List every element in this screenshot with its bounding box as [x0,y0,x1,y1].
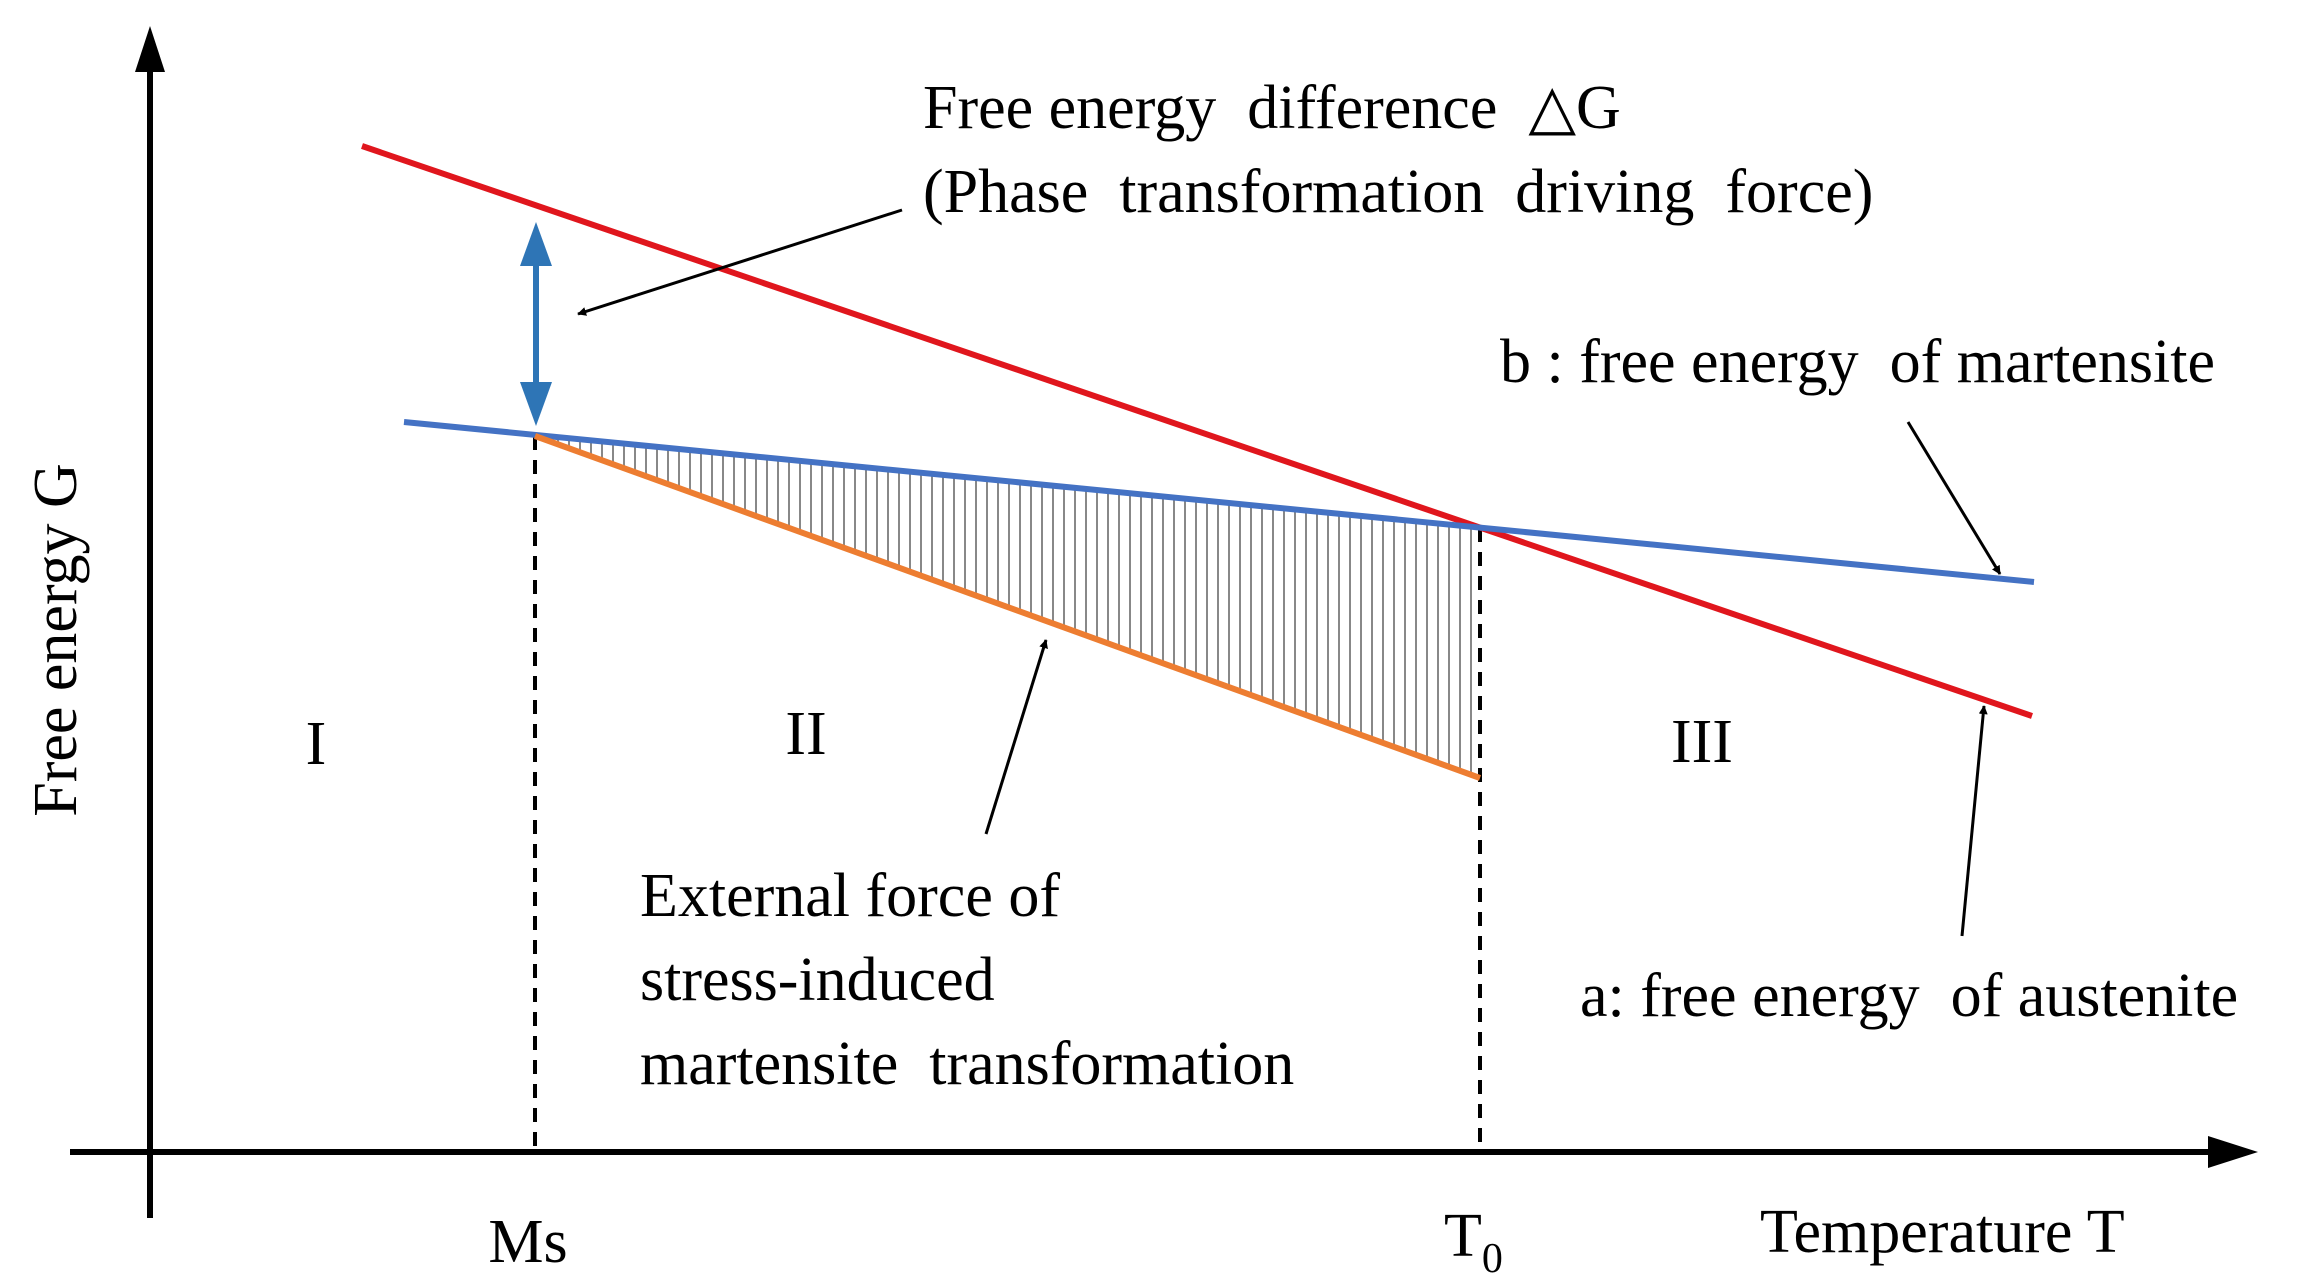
external-force-label-line3: martensite transformation [640,1030,1294,1098]
t0-label: T0 [1444,1202,1503,1280]
delta-g-label-line2: (Phase transformation driving force) [923,158,1873,226]
austenite-label: a: free energy of austenite [1580,962,2238,1030]
x-axis-label: Temperature T [1760,1198,2125,1266]
delta-g-pointer-arrow [577,208,903,316]
external-force-pointer-arrow [984,639,1048,835]
t0-label-base: T [1444,1202,1482,1270]
external-force-label-line1: External force of [640,862,1060,930]
delta-g-double-arrow [520,222,552,426]
ms-label: Ms [488,1208,567,1276]
austenite-free-energy-line [361,143,2033,719]
external-force-line [533,433,1482,781]
y-axis-label: Free energy G [22,463,90,817]
y-axis [135,26,165,1218]
region-i-label: I [306,710,327,778]
region-iii-label: III [1671,708,1733,776]
stress-induced-hatch-region [546,436,1472,775]
delta-g-label-line1: Free energy difference △G [923,74,1621,142]
x-axis [70,1136,2258,1168]
t0-label-subscript: 0 [1482,1236,1503,1280]
martensite-free-energy-line [403,419,2035,585]
external-force-label-line2: stress-induced [640,946,995,1014]
martensite-pointer-arrow [1906,421,2002,575]
region-ii-label: II [785,700,826,768]
austenite-pointer-arrow [1960,705,1988,937]
martensite-label: b : free energy of martensite [1500,328,2215,396]
